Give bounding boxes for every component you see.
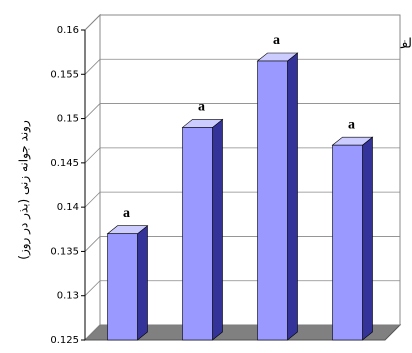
bar bbox=[106, 225, 149, 341]
grid-line bbox=[84, 58, 400, 75]
y-tick-label: 0.145 bbox=[50, 158, 79, 169]
y-tick-label: 0.125 bbox=[50, 335, 79, 346]
grid-line bbox=[84, 14, 400, 31]
grid-line bbox=[84, 280, 400, 296]
bar-side bbox=[137, 225, 148, 341]
side-wall bbox=[84, 13, 101, 342]
bar bbox=[181, 118, 224, 341]
significance-letter: a bbox=[273, 33, 280, 48]
bar-side bbox=[212, 118, 223, 341]
significance-letter: a bbox=[198, 100, 205, 115]
grid-line bbox=[84, 103, 400, 119]
significance-letter: a bbox=[123, 206, 130, 221]
y-tick-label: 0.16 bbox=[57, 25, 79, 36]
y-tick-label: 0.155 bbox=[50, 69, 79, 80]
y-tick-label: 0.135 bbox=[50, 246, 79, 257]
significance-letter: a bbox=[348, 117, 355, 132]
bar-side bbox=[362, 136, 373, 341]
bar-front bbox=[182, 127, 213, 341]
bar-front bbox=[107, 233, 138, 341]
grid-line bbox=[84, 236, 400, 252]
bar-front bbox=[332, 144, 363, 341]
y-axis-label: روند جوانه زنی (بذر در روز) bbox=[17, 120, 32, 260]
bar bbox=[331, 136, 374, 341]
grid-line bbox=[84, 147, 400, 164]
y-tick-label: 0.15 bbox=[57, 114, 79, 125]
bar bbox=[256, 52, 299, 341]
bar-side bbox=[287, 52, 298, 341]
y-tick-label: 0.13 bbox=[57, 291, 79, 302]
y-tick-label: 0.14 bbox=[57, 202, 79, 213]
grid-line bbox=[84, 324, 400, 341]
grid-line bbox=[84, 191, 400, 208]
bar-front bbox=[257, 60, 288, 341]
